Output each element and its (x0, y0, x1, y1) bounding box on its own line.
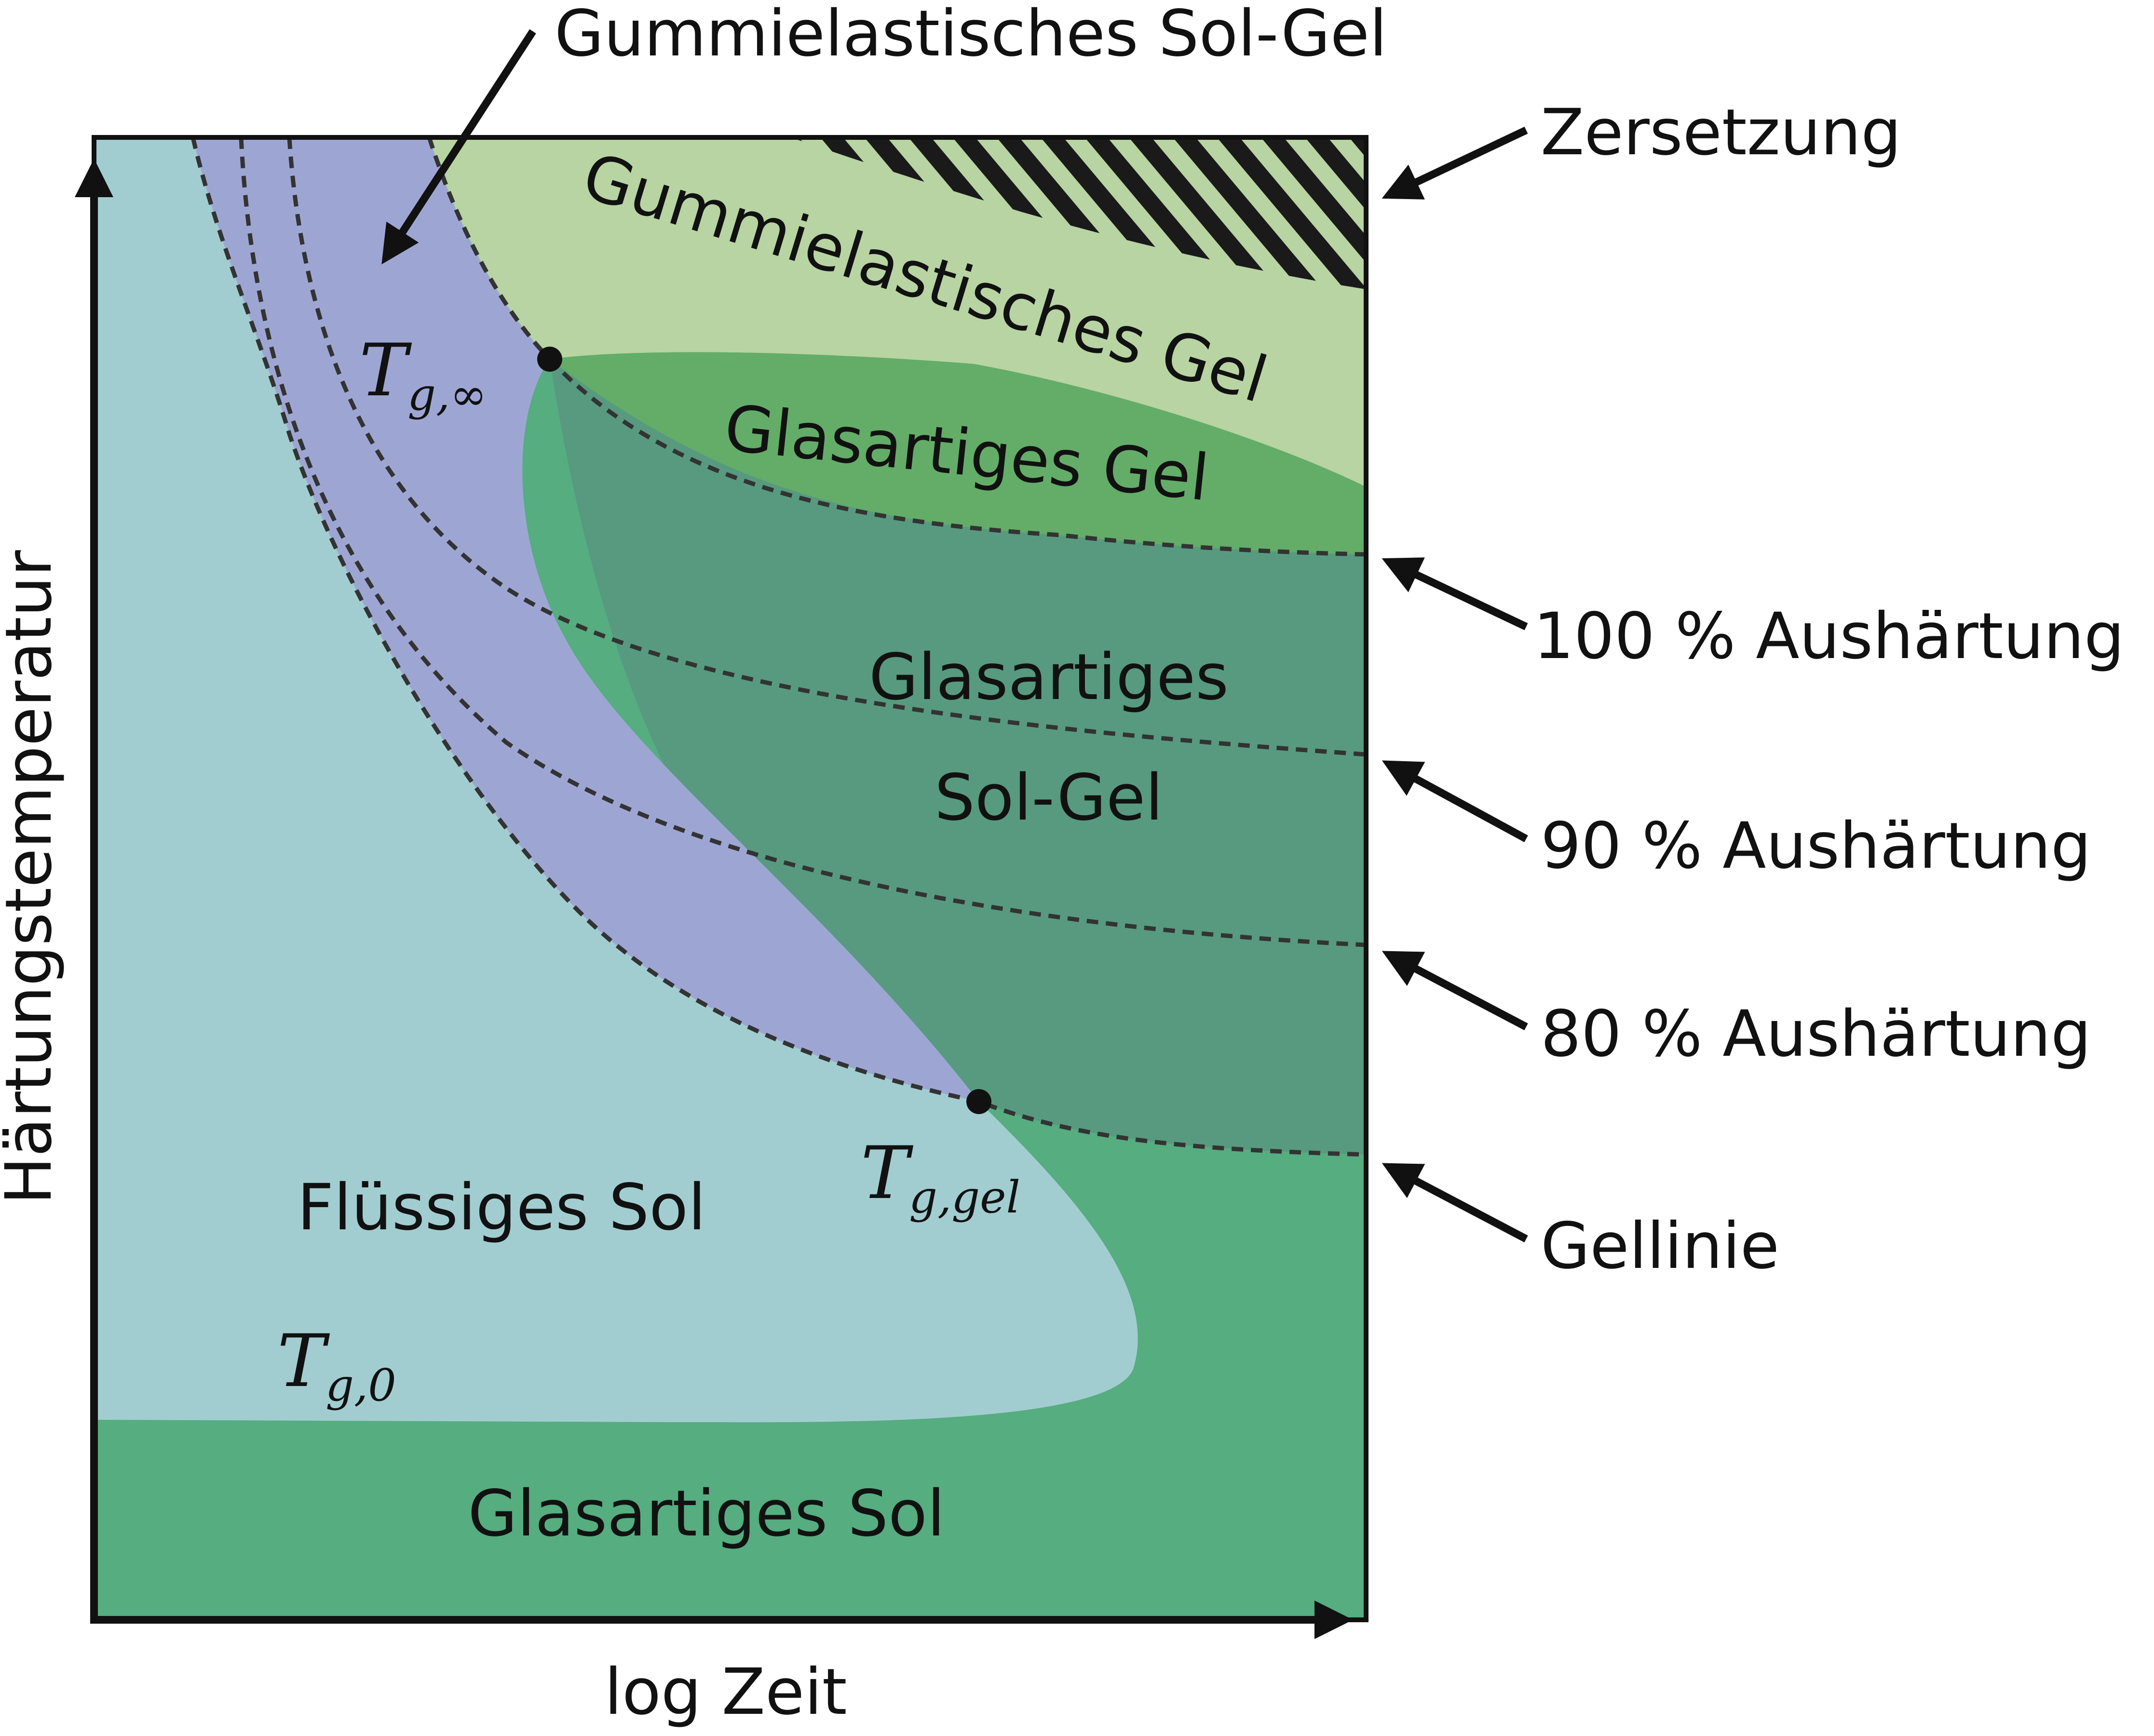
x-axis-label: log Zeit (604, 1655, 847, 1729)
tg-gel-point (966, 1089, 991, 1114)
arrow-rubbery-solgel (381, 29, 536, 265)
tg-gel-base: T (861, 1131, 914, 1215)
arrow-cure-90 (1382, 760, 1528, 843)
label-cure-80: 80 % Aushärtung (1541, 997, 2091, 1071)
vitrification-line (427, 136, 552, 361)
tg-0-base: T (277, 1319, 330, 1403)
glassy-gel-region (550, 352, 1366, 554)
gel-line (190, 136, 1367, 1157)
decomposition-region (791, 137, 1366, 289)
label-rubbery-solgel: Gummielastisches Sol-Gel (555, 0, 1387, 71)
cure-line-100 (548, 357, 1367, 557)
tg-inf-sub: g,∞ (407, 369, 487, 420)
label-cure-90: 90 % Aushärtung (1541, 809, 2091, 883)
label-tg-gel: Tg,gel (861, 1131, 1020, 1223)
cure-line-80 (239, 137, 1367, 947)
label-glassy-solgel-line1: Glasartiges (869, 640, 1229, 714)
cure-line-90 (287, 137, 1367, 757)
label-tg-inf: Tg,∞ (359, 329, 487, 420)
glassy-solgel-region (550, 359, 1366, 1155)
label-cure-100: 100 % Aushärtung (1533, 599, 2125, 673)
label-decomposition: Zersetzung (1541, 95, 1901, 170)
label-gel-line: Gellinie (1541, 1209, 1779, 1283)
label-liquid-sol: Flüssiges Sol (297, 1171, 705, 1245)
tg-0-sub: g,0 (325, 1359, 396, 1411)
label-glassy-sol: Glasartiges Sol (468, 1477, 945, 1551)
arrow-gel-line (1382, 1163, 1528, 1243)
arrow-cure-80 (1382, 951, 1528, 1031)
label-glassy-solgel-line2: Sol-Gel (935, 761, 1163, 835)
label-tg-0: Tg,0 (277, 1319, 396, 1411)
arrow-cure-100 (1382, 557, 1528, 631)
arrow-decomposition (1382, 126, 1528, 200)
tg-gel-sub: g,gel (909, 1171, 1020, 1223)
rubbery-solgel-region (193, 137, 979, 1102)
liquid-sol-region (94, 137, 1138, 1423)
callout-arrows (381, 29, 1528, 1243)
tg-inf-base: T (359, 329, 412, 413)
y-axis-label: Härtungstemperatur (0, 550, 66, 1205)
cure-lines (190, 136, 1367, 1157)
tg-inf-point (537, 347, 562, 372)
